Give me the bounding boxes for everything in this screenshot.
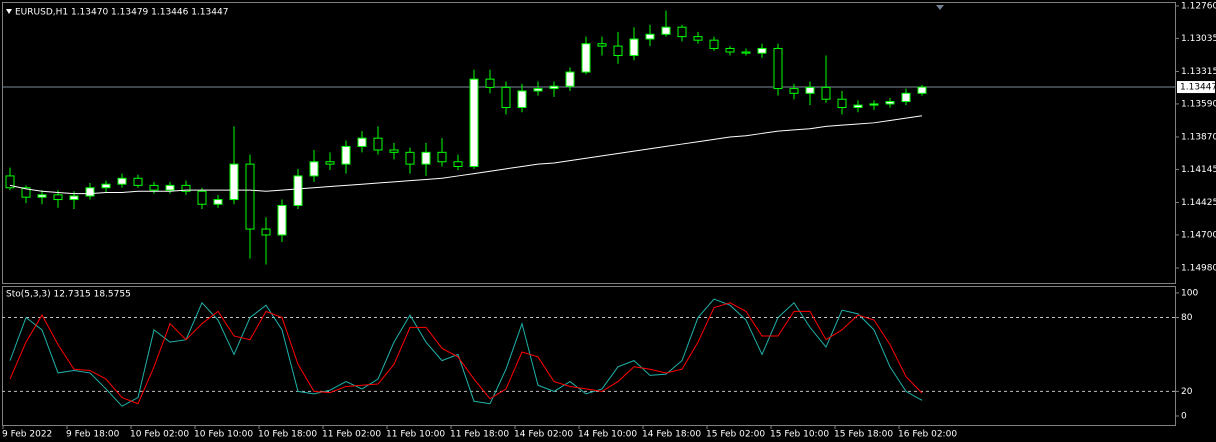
candle-body <box>37 194 47 198</box>
candle-body <box>277 204 287 236</box>
candle-body <box>117 177 127 185</box>
candle-body <box>485 78 495 88</box>
y-tick-label: 1.13870 <box>1181 132 1216 142</box>
candle-body <box>613 45 623 57</box>
candle-body <box>405 151 415 165</box>
candle-body <box>741 51 751 54</box>
main-panel <box>2 2 1176 284</box>
candle-body <box>837 98 847 108</box>
candle-body <box>645 33 655 40</box>
candle-body <box>5 175 15 189</box>
candle-body <box>693 36 703 41</box>
candle-body <box>773 47 783 90</box>
y-tick-label: 1.14145 <box>1181 165 1216 175</box>
y-tick-label: 1.13315 <box>1181 67 1216 77</box>
candle-body <box>341 145 351 165</box>
candle-body <box>757 47 767 54</box>
candle-body <box>533 88 543 92</box>
candle-body <box>437 151 447 163</box>
stoch-line <box>9 302 923 405</box>
candle-body <box>869 103 879 106</box>
candle-body <box>901 92 911 103</box>
candle-body <box>213 199 223 205</box>
candle-body <box>629 38 639 57</box>
y-tick-label: 1.14980 <box>1181 264 1216 274</box>
x-tick-label: 15 Feb 02:00 <box>706 430 765 440</box>
candle-body <box>53 194 63 201</box>
candle-body <box>181 184 191 192</box>
candle-body <box>133 177 143 186</box>
candle-body <box>325 161 335 165</box>
candle-body <box>149 184 159 191</box>
y-tick-label: 1.13590 <box>1181 99 1216 109</box>
x-tick-label: 15 Feb 10:00 <box>770 430 829 440</box>
candle-body <box>789 88 799 94</box>
candle-body <box>853 104 863 108</box>
x-tick-label: 14 Feb 02:00 <box>514 430 573 440</box>
candle-body <box>517 90 527 108</box>
stoch-title: Sto(5,3,3) 12.7315 18.5755 <box>6 290 131 300</box>
x-tick-label: 10 Feb 10:00 <box>194 430 253 440</box>
y-tick-label: 1.14425 <box>1181 198 1216 208</box>
candle-body <box>885 101 895 105</box>
candle-body <box>245 163 255 230</box>
candle-body <box>389 149 399 153</box>
candle-body <box>421 151 431 165</box>
candle-body <box>709 39 719 49</box>
candle-body <box>725 47 735 53</box>
x-tick-label: 10 Feb 02:00 <box>130 430 189 440</box>
candle-body <box>69 195 79 201</box>
main-title: EURUSD,H1 1.13470 1.13479 1.13446 1.1344… <box>15 8 228 18</box>
candle-body <box>565 71 575 87</box>
x-tick-label: 9 Feb 18:00 <box>66 430 120 440</box>
candle-body <box>549 85 559 90</box>
moving-average <box>9 115 923 195</box>
candle-body <box>85 187 95 197</box>
candle-body <box>21 187 31 198</box>
stoch-panel <box>2 286 1176 426</box>
candle-body <box>165 184 175 191</box>
candle-body <box>197 190 207 205</box>
x-tick-label: 14 Feb 18:00 <box>642 430 701 440</box>
current-price-box <box>1177 81 1215 94</box>
x-tick-label: 11 Feb 18:00 <box>450 430 509 440</box>
x-tick-label: 11 Feb 02:00 <box>322 430 381 440</box>
candle-body <box>917 86 927 94</box>
candle-body <box>469 78 479 167</box>
candle-body <box>821 86 831 100</box>
candle-body <box>597 43 607 47</box>
candle-body <box>581 43 591 73</box>
y-tick-label: 1.13035 <box>1181 34 1216 44</box>
candle-body <box>101 183 111 189</box>
y-tick-label: 20 <box>1181 387 1193 397</box>
candle-body <box>805 86 815 94</box>
x-tick-label: 15 Feb 18:00 <box>834 430 893 440</box>
y-tick-label: 80 <box>1181 313 1193 323</box>
current-price-label: 1.13447 <box>1180 83 1216 93</box>
candle-body <box>357 137 367 147</box>
candle-body <box>501 86 511 108</box>
y-tick-label: 1.14700 <box>1181 230 1216 240</box>
candle-body <box>677 26 687 38</box>
x-tick-label: 9 Feb 2022 <box>2 430 52 440</box>
candle-body <box>309 161 319 177</box>
menu-arrow[interactable] <box>6 9 12 14</box>
y-tick-label: 1.12760 <box>1181 1 1216 11</box>
x-tick-label: 14 Feb 10:00 <box>578 430 637 440</box>
y-tick-label: 0 <box>1181 412 1187 422</box>
candle-body <box>661 26 671 35</box>
candle-body <box>453 161 463 167</box>
x-tick-label: 11 Feb 10:00 <box>386 430 445 440</box>
candle-body <box>293 175 303 206</box>
x-tick-label: 10 Feb 18:00 <box>258 430 317 440</box>
y-tick-label: 100 <box>1181 288 1198 298</box>
candle-body <box>373 137 383 151</box>
x-tick-label: 16 Feb 02:00 <box>898 430 957 440</box>
candle-body <box>229 163 239 201</box>
candle-body <box>261 228 271 236</box>
shift-marker[interactable] <box>936 5 944 10</box>
